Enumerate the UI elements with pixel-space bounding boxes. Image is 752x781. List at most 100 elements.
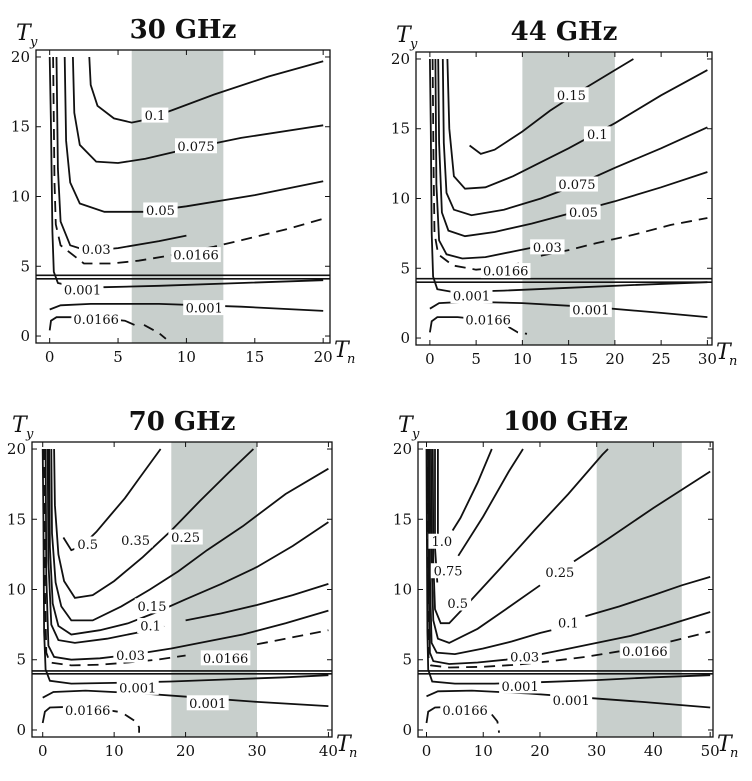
- contour-label-bg: [171, 247, 221, 263]
- contour-line-11: [670, 630, 711, 643]
- y-tick-label: 0: [402, 721, 412, 739]
- contour-label-bg: [430, 563, 466, 579]
- contour-line-8: [429, 300, 708, 318]
- panel-0: 0.1 0.075 0.05 0.03 0.0166 0.001 0.001 0.0166 0 5…: [11, 15, 355, 367]
- contour-label: 0.35: [121, 534, 150, 549]
- contour-line-1: [53, 448, 255, 599]
- contour-line-12: [124, 713, 140, 733]
- panel-title: 44 GHz: [511, 17, 618, 47]
- contour-label: 0.25: [171, 531, 200, 546]
- contour-line-3: [437, 58, 708, 238]
- contour-label-bg: [463, 311, 513, 327]
- contour-label: 0.001: [553, 694, 590, 709]
- x-tick-label: 10: [105, 742, 124, 760]
- y-axis-subscript: y: [29, 35, 38, 50]
- x-tick-label: 15: [559, 350, 578, 368]
- y-tick-label: 5: [400, 259, 410, 277]
- x-tick-label: 10: [513, 350, 532, 368]
- contour-label: 0.1: [558, 617, 579, 632]
- x-tick-label: 50: [701, 742, 720, 760]
- contours: [41, 448, 329, 733]
- y-axis-subscript: y: [409, 37, 418, 52]
- contour-line-5: [185, 583, 329, 622]
- contour-label-bg: [550, 692, 593, 708]
- contour-label-bg: [116, 679, 159, 695]
- contour-line-2: [63, 56, 324, 213]
- y-tick-label: 10: [7, 581, 26, 599]
- y-tick-label: 10: [391, 190, 410, 208]
- y-tick-label: 5: [402, 651, 412, 669]
- x-axis-subscript: n: [347, 352, 355, 367]
- y-tick-label: 5: [16, 651, 26, 669]
- contour-line-10: [426, 448, 620, 669]
- x-tick-label: 25: [652, 350, 671, 368]
- contour-label-bg: [428, 533, 456, 549]
- x-tick-label: 0: [45, 348, 55, 366]
- contour-line-12: [425, 448, 711, 685]
- contour-line-1: [451, 448, 493, 531]
- y-axis-label: T: [396, 23, 413, 48]
- contour-line-15: [491, 713, 500, 733]
- y-axis-subscript: y: [411, 427, 420, 442]
- contour-label-bg: [74, 536, 102, 552]
- contour-line-8: [143, 324, 167, 340]
- contour-label: 0.25: [545, 566, 574, 581]
- x-tick-label: 0: [425, 350, 435, 368]
- contour-label-bg: [583, 126, 611, 142]
- x-tick-label: 5: [113, 348, 123, 366]
- contour-label-bg: [554, 615, 582, 631]
- contour-label: 0.1: [587, 128, 608, 143]
- contour-label-bg: [78, 241, 114, 257]
- contour-label: 0.03: [116, 649, 145, 664]
- contour-label-bg: [566, 204, 601, 220]
- contour-line-4: [46, 448, 165, 644]
- panel-title: 30 GHz: [130, 15, 237, 45]
- contour-label-bg: [183, 300, 226, 316]
- panel-3: 1.0 0.75 0.5 0.25 0.1 0.03 0.0166 0.001 0.001 0.0…: [393, 407, 738, 761]
- panel-title: 70 GHz: [129, 407, 236, 437]
- contour-label-bg: [480, 263, 531, 279]
- contour-label-bg: [440, 702, 490, 718]
- x-tick-label: 0: [422, 742, 432, 760]
- contour-label-bg: [542, 564, 578, 580]
- y-axis-label: T: [16, 21, 33, 46]
- x-tick-label: 15: [245, 348, 264, 366]
- y-tick-label: 10: [11, 188, 30, 206]
- contour-label: 0.001: [453, 290, 490, 305]
- contour-label-bg: [186, 695, 229, 711]
- contour-label-bg: [62, 702, 113, 718]
- contour-line-3: [48, 448, 329, 636]
- y-axis-label: T: [12, 413, 29, 438]
- contour-label-bg: [569, 302, 612, 318]
- y-tick-label: 15: [11, 118, 30, 136]
- contour-line-0: [469, 58, 634, 155]
- contour-line-2: [50, 448, 329, 622]
- contour-label-bg: [137, 618, 164, 634]
- contour-label-bg: [113, 647, 148, 663]
- x-axis-label: T: [334, 338, 351, 363]
- contour-label: 0.05: [569, 206, 598, 221]
- panel-title: 100 GHz: [503, 407, 628, 437]
- x-axis-label: T: [717, 732, 734, 757]
- contour-label: 0.001: [189, 697, 226, 712]
- x-axis-label: T: [716, 340, 733, 365]
- contour-label: 0.001: [119, 681, 156, 696]
- contour-label-bg: [444, 595, 472, 611]
- panel-1: 0.15 0.1 0.075 0.05 0.03 0.0166 0.001 0.001 0.01…: [391, 17, 737, 369]
- x-tick-label: 10: [474, 742, 493, 760]
- y-tick-label: 10: [393, 581, 412, 599]
- contour-line-13: [426, 689, 711, 709]
- contour-label: 0.75: [434, 565, 463, 580]
- x-axis-subscript: n: [729, 354, 737, 369]
- contour-line-5: [431, 58, 523, 271]
- contour-label-bg: [530, 239, 565, 255]
- contour-label-bg: [554, 87, 589, 103]
- x-tick-label: 40: [319, 742, 338, 760]
- contour-label: 0.15: [138, 600, 167, 615]
- x-axis-subscript: n: [730, 746, 738, 761]
- x-tick-label: 30: [587, 742, 606, 760]
- contour-label: 0.001: [186, 302, 223, 317]
- y-tick-label: 20: [11, 48, 30, 66]
- contour-label: 0.001: [64, 283, 101, 298]
